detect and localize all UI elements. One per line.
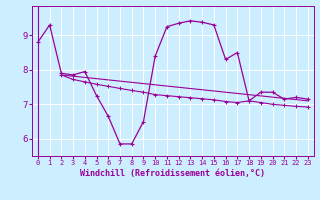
X-axis label: Windchill (Refroidissement éolien,°C): Windchill (Refroidissement éolien,°C) [80,169,265,178]
